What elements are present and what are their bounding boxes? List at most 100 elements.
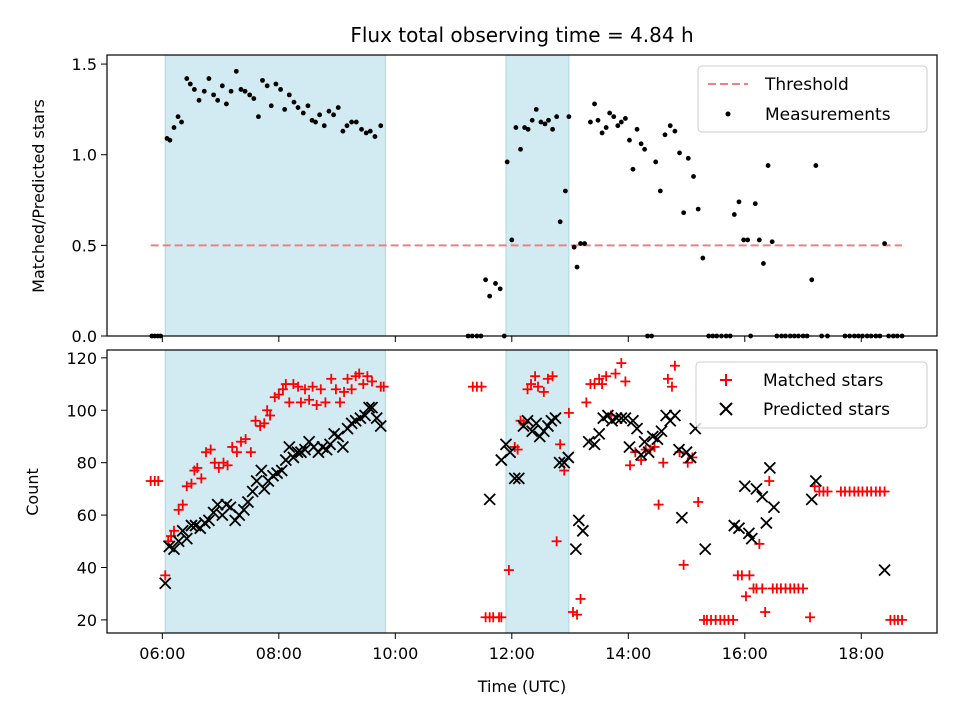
measurement-point [809,277,815,283]
matched-star-point [250,415,261,426]
matched-star-point [231,447,242,458]
measurement-point [741,237,747,243]
predicted-star-point [283,440,296,454]
measurement-point [731,212,737,217]
matched-star-point [222,460,233,471]
matched-star-point [311,400,322,411]
matched-star-point [798,583,809,594]
matched-star-point [669,360,680,371]
predicted-star-point [553,456,566,469]
predicted-star-point [172,535,185,548]
matched-star-point [666,381,677,392]
predicted-star-point [521,414,534,427]
measurement-point [483,277,488,283]
matched-star-point [526,379,537,390]
measurement-point [242,88,248,94]
top-y-ticks: 0.0 0.5 1.0 1.5 [72,55,107,346]
measurement-point [622,116,628,121]
predicted-star-point [512,472,525,485]
measurement-point [175,114,181,120]
measurement-point [607,110,613,116]
predicted-star-point [275,464,288,477]
matched-star-point [653,499,664,510]
x-tick-label: 16:00 [722,644,768,663]
measurement-point [538,119,544,125]
measurement-point [206,76,212,81]
predicted-star-point [336,440,350,454]
measurement-point [677,150,682,156]
measurement-point [562,188,568,194]
matched-star-point [572,609,583,620]
measurement-point [518,146,523,152]
predicted-star-point [672,443,686,456]
matched-star-point [822,486,833,497]
measurement-point [578,241,583,246]
matched-star-point [177,499,188,510]
predicted-star-point [610,411,623,425]
measurement-point [627,137,632,143]
y-tick-label: 100 [66,401,97,420]
top-y-axis-label: Matched/Predicted stars [29,99,48,293]
top-x-ticks [161,336,862,342]
predicted-star-point [180,532,193,545]
measurement-point [509,237,515,243]
predicted-star-point [526,425,539,438]
measurement-point [745,237,751,243]
measurement-point [761,261,766,266]
measurement-point [367,128,373,134]
x-tick-label: 12:00 [489,644,535,663]
matched-star-point [740,591,751,602]
measurement-point [574,264,580,270]
y-tick-label: 40 [77,558,97,577]
measurement-point [313,119,318,125]
measurement-point [487,293,493,299]
matched-star-point [744,570,755,581]
matched-star-point [205,444,216,455]
measurement-point [278,87,283,92]
measurement-point [273,81,279,87]
predicted-star-point [562,451,575,464]
measurement-point [691,174,696,179]
predicted-star-point [634,448,648,461]
matched-star-point [575,593,586,604]
predicted-star-point [291,446,304,459]
top-panel: 0.0 0.5 1.0 1.5 Matched/Predicted stars Thr… [29,54,938,346]
matched-star-point [764,476,775,487]
predicted-star-point [279,453,292,467]
predicted-star-point [675,511,689,524]
matched-star-point [293,381,304,392]
measurement-point [295,105,301,110]
predicted-star-point [684,451,697,464]
matched-star-point [522,384,533,395]
matched-star-point [476,381,487,392]
measurement-point [286,92,292,98]
predicted-star-point [750,482,763,496]
matched-star-point [693,496,704,507]
measurement-point [353,119,359,125]
x-tick-label: 06:00 [139,644,185,663]
y-tick-label: 1.5 [72,55,97,74]
measurement-point [813,163,819,168]
measurement-point [685,155,691,161]
bottom-y-ticks: 20 40 60 80 100 120 [66,349,107,630]
measurement-point [256,114,261,120]
predicted-star-point [298,443,312,456]
measurement-point [667,123,673,129]
predicted-star-point [593,427,606,440]
measurement-point [557,219,563,225]
matched-star-point [503,565,514,576]
matched-star-point [636,455,647,466]
matched-star-point [616,358,627,369]
measurement-point [765,163,771,168]
measurement-point [359,126,364,132]
y-tick-label: 1.0 [72,146,97,165]
measurement-point [291,99,297,105]
matched-star-point [259,418,270,429]
matched-star-point [367,376,378,387]
matched-star-point [358,379,369,390]
top-plot-frame [106,54,938,337]
predicted-star-point [365,401,379,414]
matched-star-point [315,384,326,395]
matched-star-point [760,607,771,618]
